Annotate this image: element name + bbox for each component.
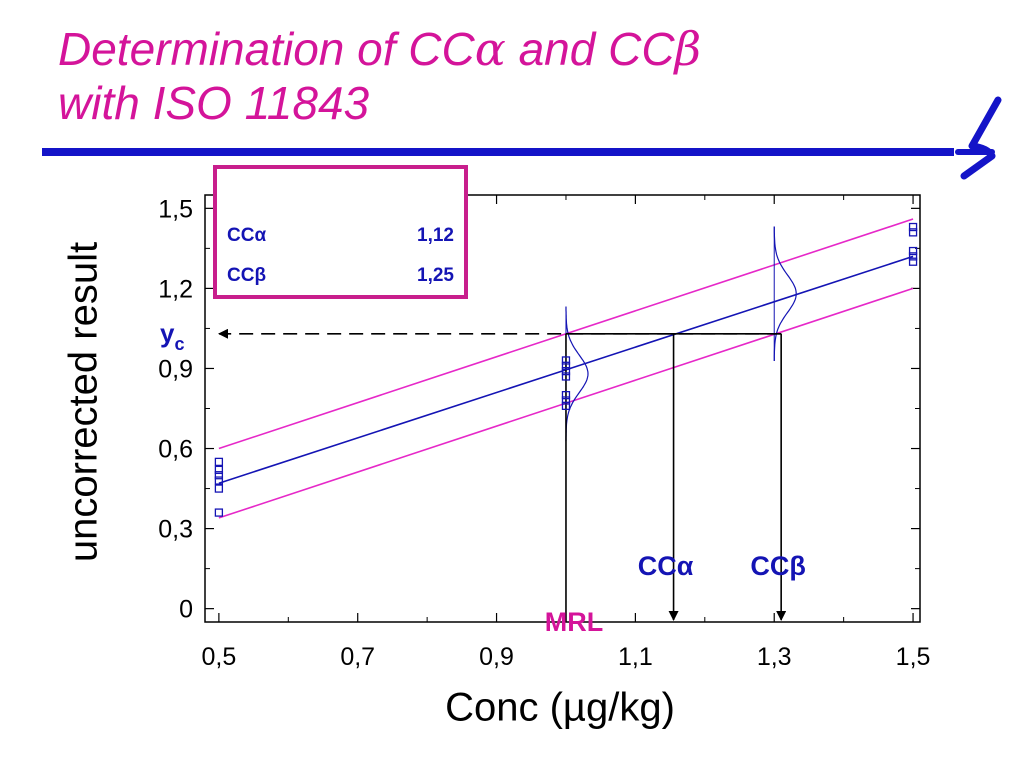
cc-alpha-label: CCα — [638, 551, 694, 581]
title-beta-symbol: β — [674, 22, 702, 76]
legend-label-cc-beta: CCβ — [227, 265, 267, 286]
cc-beta-label: CCβ — [750, 551, 805, 581]
legend-row-cc-beta: CCβ 1,25 — [227, 265, 454, 291]
x-tick-label: 0,9 — [479, 643, 514, 671]
stylized-zeta-logo-icon — [955, 96, 1002, 180]
data-point — [214, 508, 224, 517]
data-point — [214, 476, 224, 485]
x-axis-label: Conc (µg/kg) — [445, 685, 675, 730]
data-point — [561, 366, 571, 376]
y-tick-label: 0,6 — [158, 436, 193, 464]
result-legend-box: CCα 1,12 CCβ 1,25 — [213, 165, 468, 299]
data-point — [561, 361, 571, 370]
data-point — [908, 257, 918, 266]
data-point — [561, 391, 571, 400]
data-point — [214, 465, 224, 475]
yc-label: yc — [160, 318, 184, 354]
y-tick-label: 0,3 — [158, 516, 193, 544]
title-divider-rule — [42, 148, 954, 156]
legend-row-cc-alpha: CCα 1,12 — [227, 225, 454, 251]
title-line-2: with ISO 11843 — [58, 77, 370, 129]
title-text-and-cc: and CC — [505, 23, 675, 75]
data-point — [214, 457, 224, 467]
title-text-cc-prefix: Determination of CC — [58, 23, 475, 75]
x-tick-label: 1,1 — [618, 643, 653, 671]
x-tick-label: 0,5 — [202, 643, 237, 671]
data-point — [908, 222, 918, 232]
data-point — [561, 396, 571, 405]
data-point — [908, 246, 918, 256]
distribution-curve — [565, 306, 589, 442]
yc-label-main: y — [160, 318, 175, 348]
data-point — [214, 471, 224, 480]
data-point — [908, 228, 918, 237]
title-line-1: Determination of CCα and CCβ — [58, 22, 701, 76]
slide-title: Determination of CCα and CCβ with ISO 11… — [58, 22, 701, 130]
y-tick-label: 0,9 — [158, 355, 193, 383]
legend-value-cc-alpha: 1,12 — [417, 225, 454, 246]
x-tick-label: 0,7 — [340, 643, 375, 671]
title-alpha-symbol: α — [474, 22, 506, 76]
data-point — [561, 401, 571, 410]
yc-label-subscript: c — [174, 334, 184, 354]
data-point — [561, 372, 571, 381]
legend-label-cc-alpha: CCα — [227, 225, 267, 246]
data-point — [214, 484, 224, 493]
data-point — [561, 356, 571, 365]
x-tick-label: 1,5 — [896, 643, 931, 671]
data-point — [908, 252, 918, 261]
legend-value-cc-beta: 1,25 — [417, 265, 454, 286]
y-tick-label: 1,2 — [158, 275, 193, 303]
mrl-label: MRL — [545, 607, 603, 637]
distribution-curve — [773, 226, 797, 361]
y-tick-label: 1,5 — [158, 195, 193, 223]
x-tick-label: 1,3 — [757, 643, 792, 671]
y-tick-label: 0 — [179, 596, 193, 624]
